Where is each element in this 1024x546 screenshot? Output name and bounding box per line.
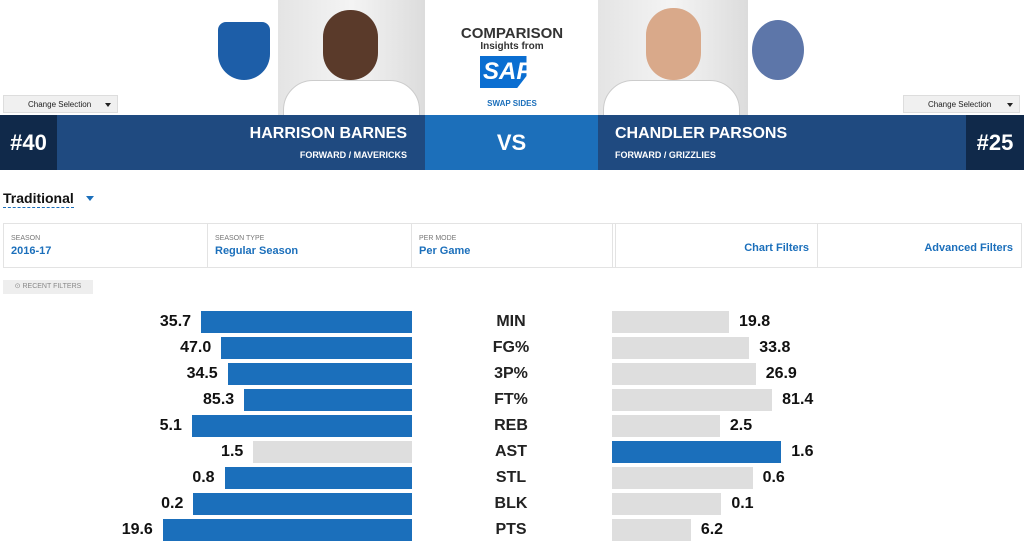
vs: VS xyxy=(425,115,598,170)
value-label: 1.6 xyxy=(791,443,814,460)
filter-label: SEASON TYPE xyxy=(215,235,265,242)
player-photo xyxy=(598,0,748,117)
filter-cell[interactable]: Chart Filters xyxy=(612,223,818,268)
advanced-filters[interactable]: Advanced Filters xyxy=(924,242,1013,254)
value-label: 6.2 xyxy=(700,521,724,538)
bar xyxy=(612,311,730,333)
swap-sides[interactable]: SWAP SIDES xyxy=(487,99,537,108)
value-label: 19.6 xyxy=(121,521,153,538)
value-label: 19.8 xyxy=(739,313,771,330)
filter-cell[interactable]: Advanced Filters xyxy=(817,223,1022,268)
bar xyxy=(612,415,720,437)
filter-value[interactable]: 2016-17 xyxy=(11,245,52,257)
bar xyxy=(612,389,773,411)
stat-label: 3P% xyxy=(494,365,528,382)
subtitle: Insights from xyxy=(480,41,544,52)
player-number: #40 xyxy=(0,115,57,170)
stat-label: AST xyxy=(495,443,527,460)
value-label: 0.8 xyxy=(192,469,215,486)
filter-cell[interactable]: SEASON TYPE Regular Season xyxy=(207,223,412,268)
value-label: 0.1 xyxy=(731,495,754,512)
stat-label: FT% xyxy=(494,391,528,408)
value-label: 0.6 xyxy=(762,469,785,486)
stat-label: FG% xyxy=(492,339,530,356)
stat-label: PTS xyxy=(495,521,527,538)
value-label: 33.8 xyxy=(759,339,791,356)
recent-filters-label[interactable]: RECENT FILTERS xyxy=(22,283,82,290)
bar xyxy=(612,493,722,515)
bar xyxy=(612,519,691,541)
value-label: 26.9 xyxy=(765,365,797,382)
player-name: HARRISON BARNES xyxy=(249,125,407,142)
player-banner xyxy=(598,115,1024,170)
value-label: 34.5 xyxy=(186,365,218,382)
bar xyxy=(253,441,412,463)
player-position: FORWARD / GRIZZLIES xyxy=(615,150,716,160)
bar xyxy=(612,467,753,489)
filter-label: SEASON xyxy=(11,235,41,242)
value-label: 5.1 xyxy=(159,417,182,434)
value-label: 1.5 xyxy=(221,443,244,460)
filter-value[interactable]: Regular Season xyxy=(215,245,299,257)
filter-label: PER MODE xyxy=(419,235,457,242)
change-selection[interactable]: Change Selection xyxy=(903,95,1020,113)
title: COMPARISON xyxy=(460,25,564,42)
stat-label: MIN xyxy=(496,313,526,330)
team-logo xyxy=(752,20,804,80)
bar xyxy=(244,389,412,411)
value-label: 81.4 xyxy=(782,391,814,408)
filter-value[interactable]: Per Game xyxy=(419,245,471,257)
chart-filters[interactable]: Chart Filters xyxy=(744,242,809,254)
bar xyxy=(193,493,412,515)
stat-label: REB xyxy=(494,417,528,434)
filter-cell[interactable]: SEASON 2016-17 xyxy=(3,223,208,268)
value-label: 35.7 xyxy=(159,313,192,330)
change-selection[interactable]: Change Selection xyxy=(3,95,118,113)
bar xyxy=(612,337,750,359)
bar xyxy=(612,441,782,463)
player-name: CHANDLER PARSONS xyxy=(615,125,788,142)
view-select[interactable]: Traditional xyxy=(3,190,74,208)
bar xyxy=(201,311,412,333)
recent-filters[interactable]: ⊙ RECENT FILTERS xyxy=(3,280,93,294)
filter-cell[interactable]: PER MODE Per Game xyxy=(411,223,616,268)
bar xyxy=(191,415,412,437)
player-photo xyxy=(278,0,425,117)
bar xyxy=(221,337,412,359)
bar xyxy=(162,519,412,541)
bar xyxy=(224,467,412,489)
team-logo xyxy=(218,22,270,80)
value-label: 2.5 xyxy=(729,417,753,434)
stat-label: BLK xyxy=(494,495,528,512)
player-banner xyxy=(0,115,425,170)
sap-logo: SAP xyxy=(480,56,542,88)
bar xyxy=(612,363,756,385)
value-label: 47.0 xyxy=(180,339,212,356)
player-number: #25 xyxy=(966,115,1024,170)
value-label: 85.3 xyxy=(203,391,235,408)
dropdown-arrow[interactable] xyxy=(86,196,94,205)
stat-label: STL xyxy=(495,469,527,486)
value-label: 0.2 xyxy=(161,495,184,512)
bar xyxy=(227,363,412,385)
player-position: FORWARD / MAVERICKS xyxy=(299,150,407,160)
